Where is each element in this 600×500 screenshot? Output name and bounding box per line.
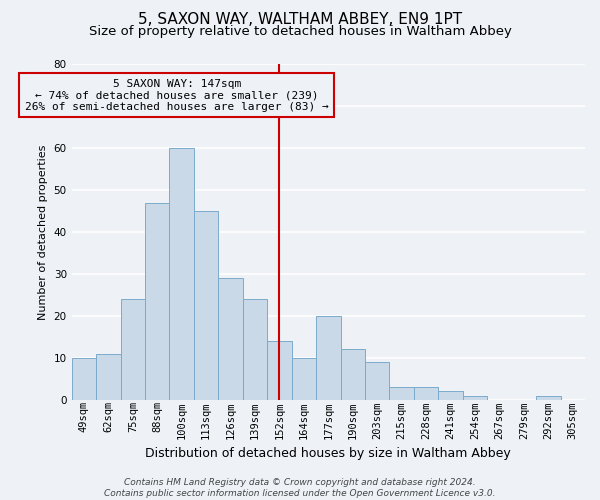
Text: Size of property relative to detached houses in Waltham Abbey: Size of property relative to detached ho… bbox=[89, 25, 511, 38]
Bar bbox=[194, 211, 218, 400]
Bar bbox=[292, 358, 316, 400]
Bar bbox=[71, 358, 96, 400]
Bar bbox=[389, 387, 414, 400]
X-axis label: Distribution of detached houses by size in Waltham Abbey: Distribution of detached houses by size … bbox=[145, 447, 511, 460]
Bar bbox=[365, 362, 389, 400]
Bar bbox=[145, 202, 169, 400]
Bar bbox=[439, 392, 463, 400]
Text: 5 SAXON WAY: 147sqm
← 74% of detached houses are smaller (239)
26% of semi-detac: 5 SAXON WAY: 147sqm ← 74% of detached ho… bbox=[25, 78, 329, 112]
Bar bbox=[316, 316, 341, 400]
Bar bbox=[121, 299, 145, 400]
Bar bbox=[341, 350, 365, 400]
Bar bbox=[414, 387, 439, 400]
Text: 5, SAXON WAY, WALTHAM ABBEY, EN9 1PT: 5, SAXON WAY, WALTHAM ABBEY, EN9 1PT bbox=[138, 12, 462, 28]
Bar bbox=[243, 299, 267, 400]
Y-axis label: Number of detached properties: Number of detached properties bbox=[38, 144, 48, 320]
Bar bbox=[218, 278, 243, 400]
Bar bbox=[267, 341, 292, 400]
Bar bbox=[536, 396, 560, 400]
Bar bbox=[169, 148, 194, 400]
Bar bbox=[96, 354, 121, 400]
Text: Contains HM Land Registry data © Crown copyright and database right 2024.
Contai: Contains HM Land Registry data © Crown c… bbox=[104, 478, 496, 498]
Bar bbox=[463, 396, 487, 400]
